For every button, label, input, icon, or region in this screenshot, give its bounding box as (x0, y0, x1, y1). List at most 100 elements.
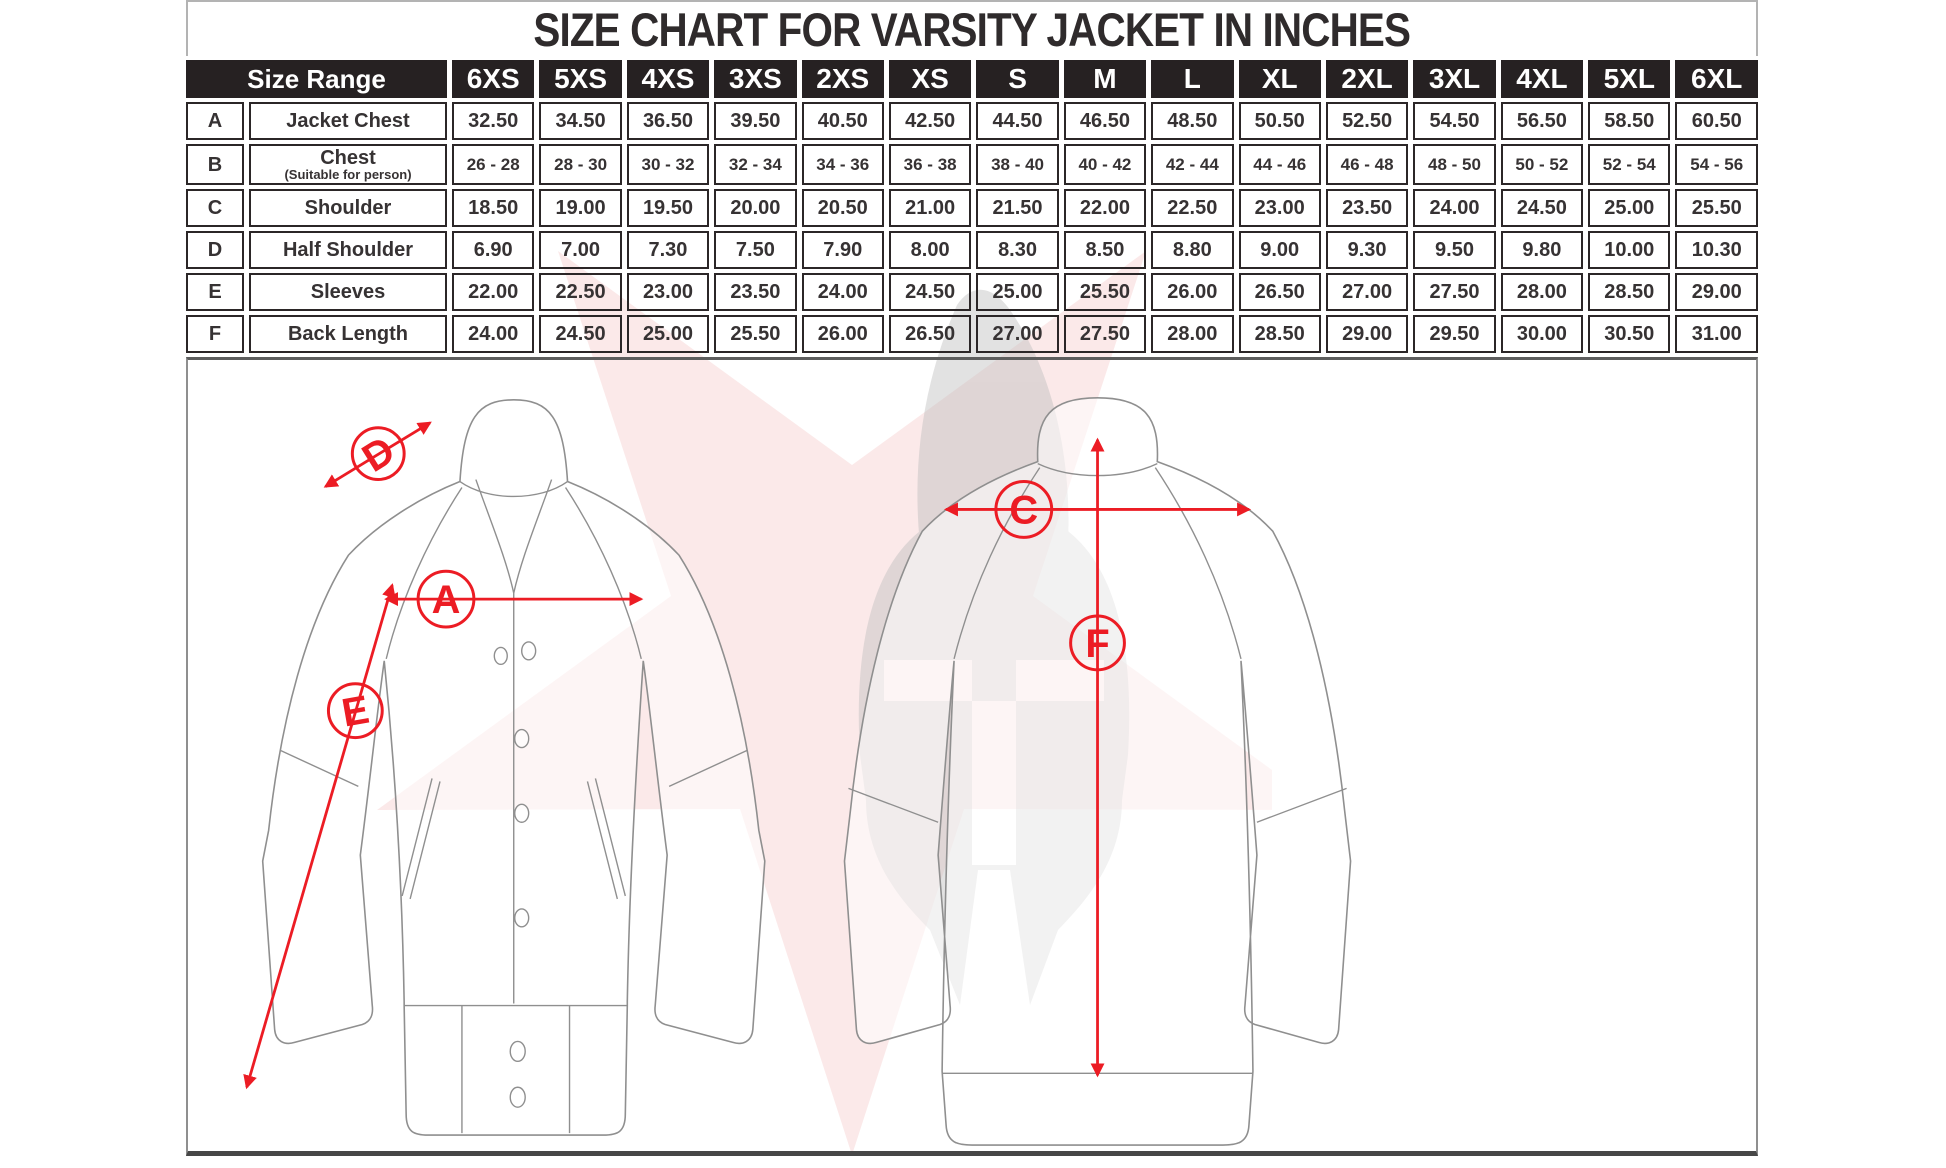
size-value-cell: 27.50 (1413, 273, 1496, 311)
row-letter-cell: A (186, 102, 244, 140)
row-label-cell: Jacket Chest (249, 102, 447, 140)
jacket-diagram-svg: A D E C F (243, 397, 1352, 1146)
size-column-header: 3XS (714, 60, 797, 98)
row-letter-cell: B (186, 144, 244, 185)
size-value-cell: 36 - 38 (888, 144, 972, 185)
size-value-cell: 46 - 48 (1325, 144, 1409, 185)
row-label: Back Length (287, 322, 409, 345)
size-value-cell: 10.30 (1675, 231, 1758, 269)
size-value-cell: 40.50 (801, 102, 884, 140)
size-value-cell: 20.00 (714, 189, 797, 227)
size-value-cell: 60.50 (1675, 102, 1758, 140)
size-value-cell: 50.50 (1238, 102, 1321, 140)
marker-circle-e (326, 682, 384, 740)
size-value-cell: 29.00 (1325, 315, 1409, 353)
size-value-cell: 27.00 (976, 315, 1059, 353)
size-value-cell: 56.50 (1500, 102, 1584, 140)
size-value-cell: 9.50 (1413, 231, 1496, 269)
size-value-cell: 28 - 30 (539, 144, 622, 185)
page-content: SIZE CHART FOR VARSITY JACKET IN INCHES … (186, 0, 1758, 1156)
size-value-cell: 44 - 46 (1238, 144, 1321, 185)
size-value-cell: 26 - 28 (452, 144, 535, 185)
size-column-header: 4XS (626, 60, 710, 98)
size-column-header: L (1151, 60, 1234, 98)
size-value-cell: 42.50 (888, 102, 972, 140)
row-label: Chest (320, 147, 376, 169)
row-label-cell: Sleeves (249, 273, 447, 311)
size-value-cell: 7.50 (714, 231, 797, 269)
size-value-cell: 6.90 (452, 231, 535, 269)
table-row: A Jacket Chest 32.50 34.50 36.50 39.50 40.50 42… (186, 102, 1758, 140)
size-value-cell: 21.50 (976, 189, 1059, 227)
size-value-cell: 27.00 (1325, 273, 1409, 311)
size-value-cell: 19.50 (626, 189, 710, 227)
size-column-header: 5XS (539, 60, 622, 98)
size-value-cell: 7.30 (626, 231, 710, 269)
size-value-cell: 25.50 (714, 315, 797, 353)
marker-letter-a: A (432, 578, 461, 622)
size-value-cell: 28.00 (1151, 315, 1234, 353)
size-value-cell: 31.00 (1675, 315, 1758, 353)
size-value-cell: 40 - 42 (1063, 144, 1147, 185)
table-row: D Half Shoulder 6.90 7.00 7.30 7.50 7.90 8.00 8.… (186, 231, 1758, 269)
size-value-cell: 29.50 (1413, 315, 1496, 353)
size-value-cell: 25.50 (1675, 189, 1758, 227)
size-value-cell: 24.50 (539, 315, 622, 353)
size-column-header: 5XL (1588, 60, 1671, 98)
size-value-cell: 22.50 (1151, 189, 1234, 227)
size-value-cell: 26.00 (801, 315, 884, 353)
size-value-cell: 25.00 (626, 315, 710, 353)
size-value-cell: 32 - 34 (714, 144, 797, 185)
size-value-cell: 48.50 (1151, 102, 1234, 140)
row-label-cell: Back Length (249, 315, 447, 353)
size-value-cell: 7.90 (801, 231, 884, 269)
size-value-cell: 8.80 (1151, 231, 1234, 269)
size-value-cell: 36.50 (626, 102, 710, 140)
size-value-cell: 9.30 (1325, 231, 1409, 269)
size-chart-table: Size Range 6XS 5XS 4XS 3XS 2XS XS S M L XL 2XL 3XL 4… (181, 56, 1763, 357)
size-value-cell: 50 - 52 (1500, 144, 1584, 185)
size-column-header: 2XL (1325, 60, 1409, 98)
size-value-cell: 34.50 (539, 102, 622, 140)
size-value-cell: 24.00 (801, 273, 884, 311)
marker-circle-a (416, 569, 476, 629)
size-value-cell: 26.50 (1238, 273, 1321, 311)
front-jacket-snap-buttons (493, 641, 537, 1108)
size-column-header: 6XL (1675, 60, 1758, 98)
table-row: B Chest (Suitable for person) 26 - 28 28 - 3… (186, 144, 1758, 185)
row-label-cell: Shoulder (249, 189, 447, 227)
size-header-row: Size Range 6XS 5XS 4XS 3XS 2XS XS S M L XL 2XL 3XL 4… (186, 60, 1758, 98)
size-value-cell: 54 - 56 (1675, 144, 1758, 185)
page-title: SIZE CHART FOR VARSITY JACKET IN INCHES (533, 2, 1412, 56)
title-bar: SIZE CHART FOR VARSITY JACKET IN INCHES (186, 0, 1758, 56)
size-value-cell: 25.00 (1588, 189, 1671, 227)
size-value-cell: 24.00 (452, 315, 535, 353)
size-value-cell: 9.00 (1238, 231, 1321, 269)
size-column-header: XL (1238, 60, 1321, 98)
size-value-cell: 8.30 (976, 231, 1059, 269)
size-value-cell: 22.50 (539, 273, 622, 311)
size-value-cell: 9.80 (1500, 231, 1584, 269)
size-range-header: Size Range (186, 60, 447, 98)
size-value-cell: 30 - 32 (626, 144, 710, 185)
size-table-body: A Jacket Chest 32.50 34.50 36.50 39.50 40.50 42… (186, 102, 1758, 353)
size-value-cell: 8.00 (888, 231, 972, 269)
row-label-cell: Chest (Suitable for person) (249, 144, 447, 185)
size-column-header: S (976, 60, 1059, 98)
row-letter-cell: D (186, 231, 244, 269)
row-label: Sleeves (310, 280, 386, 303)
row-label: Half Shoulder (282, 238, 413, 261)
watermark-star (377, 251, 1327, 1155)
size-value-cell: 28.50 (1588, 273, 1671, 311)
size-value-cell: 44.50 (976, 102, 1059, 140)
size-value-cell: 23.50 (714, 273, 797, 311)
sleeve-measure-arrow (243, 583, 396, 1090)
marker-letter-f: F (1085, 622, 1109, 666)
row-label-cell: Half Shoulder (249, 231, 447, 269)
size-value-cell: 52.50 (1325, 102, 1409, 140)
size-value-cell: 24.50 (1500, 189, 1584, 227)
size-value-cell: 48 - 50 (1413, 144, 1496, 185)
size-value-cell: 29.00 (1675, 273, 1758, 311)
size-value-cell: 24.00 (1413, 189, 1496, 227)
size-value-cell: 8.50 (1063, 231, 1147, 269)
